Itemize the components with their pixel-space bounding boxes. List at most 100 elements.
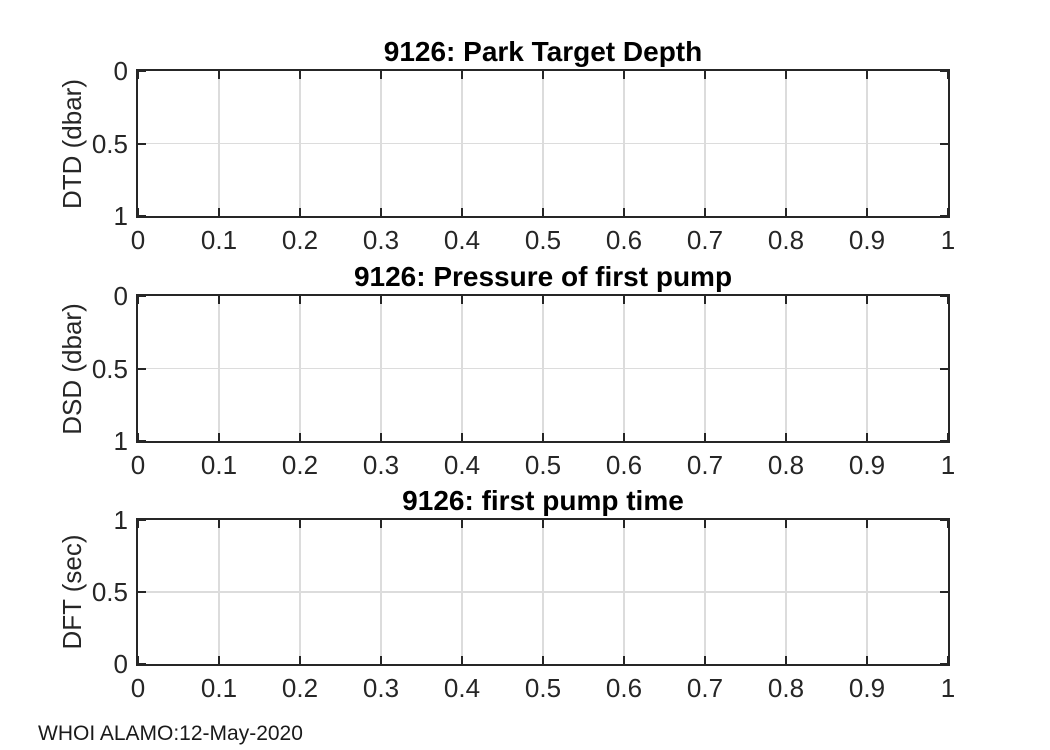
x-tick-label: 0 — [130, 450, 146, 480]
tick-mark-x-top — [947, 296, 949, 304]
tick-mark-x-bottom — [623, 433, 625, 441]
tick-mark-x-top — [866, 296, 868, 304]
tick-mark-x-bottom — [218, 433, 220, 441]
x-tick-label: 0.4 — [443, 673, 481, 703]
x-tick-label: 0.5 — [524, 673, 562, 703]
tick-mark-x-top — [785, 520, 787, 528]
x-tick-label: 0.3 — [362, 673, 400, 703]
tick-mark-x-top — [947, 520, 949, 528]
y-tick-label: 0 — [113, 649, 128, 679]
subplot-3-title: 9126: first pump time — [402, 485, 684, 516]
tick-mark-x-bottom — [137, 208, 139, 216]
subplot-2-plot-area — [136, 294, 950, 443]
y-tick-label: 0 — [113, 56, 128, 86]
tick-mark-x-top — [785, 296, 787, 304]
x-tick-label: 1 — [940, 225, 956, 255]
tick-mark-x-top — [704, 71, 706, 79]
tick-mark-x-top — [380, 520, 382, 528]
tick-mark-y-left — [138, 519, 146, 521]
y-tick-label: 1 — [113, 505, 128, 535]
tick-mark-x-bottom — [785, 208, 787, 216]
tick-mark-x-top — [704, 520, 706, 528]
tick-mark-x-bottom — [947, 656, 949, 664]
x-tick-label: 0 — [130, 225, 146, 255]
tick-mark-x-top — [299, 71, 301, 79]
tick-mark-x-top — [947, 71, 949, 79]
tick-mark-x-bottom — [704, 208, 706, 216]
tick-mark-x-top — [461, 520, 463, 528]
tick-mark-y-right — [940, 519, 948, 521]
gridline-y — [138, 142, 948, 145]
tick-mark-x-top — [137, 520, 139, 528]
y-tick-label: 0 — [113, 281, 128, 311]
x-tick-label: 0.9 — [848, 673, 886, 703]
tick-mark-x-top — [461, 296, 463, 304]
x-tick-label: 0.6 — [605, 225, 643, 255]
tick-mark-x-bottom — [299, 208, 301, 216]
x-tick-label: 1 — [940, 673, 956, 703]
x-tick-label: 0.7 — [686, 673, 724, 703]
tick-mark-y-left — [138, 215, 146, 217]
tick-mark-x-top — [623, 71, 625, 79]
tick-mark-y-right — [940, 591, 948, 593]
tick-mark-x-top — [299, 296, 301, 304]
tick-mark-x-bottom — [785, 656, 787, 664]
tick-mark-y-left — [138, 440, 146, 442]
gridline-y — [138, 367, 948, 370]
x-tick-label: 0.3 — [362, 225, 400, 255]
tick-mark-x-bottom — [866, 208, 868, 216]
tick-mark-y-left — [138, 142, 146, 145]
tick-mark-x-top — [137, 296, 139, 304]
x-tick-label: 0.2 — [281, 450, 319, 480]
tick-mark-x-bottom — [542, 433, 544, 441]
tick-mark-y-right — [940, 215, 948, 217]
x-tick-label: 0.5 — [524, 225, 562, 255]
x-tick-label: 0.1 — [200, 225, 238, 255]
gridline-y — [138, 591, 948, 593]
tick-mark-y-left — [138, 295, 146, 297]
tick-mark-x-bottom — [380, 656, 382, 664]
tick-mark-x-top — [623, 296, 625, 304]
x-tick-label: 0.4 — [443, 450, 481, 480]
tick-mark-x-bottom — [137, 656, 139, 664]
x-tick-label: 0.6 — [605, 673, 643, 703]
tick-mark-x-top — [866, 520, 868, 528]
tick-mark-x-top — [218, 296, 220, 304]
tick-mark-y-left — [138, 663, 146, 665]
tick-mark-y-right — [940, 142, 948, 145]
x-tick-label: 1 — [940, 450, 956, 480]
x-tick-label: 0.9 — [848, 450, 886, 480]
tick-mark-x-top — [380, 296, 382, 304]
tick-mark-x-bottom — [461, 208, 463, 216]
x-tick-label: 0.9 — [848, 225, 886, 255]
subplot-3-plot-area — [136, 518, 950, 666]
tick-mark-y-left — [138, 70, 146, 72]
tick-mark-x-bottom — [866, 433, 868, 441]
x-tick-label: 0.7 — [686, 450, 724, 480]
tick-mark-x-top — [461, 71, 463, 79]
x-tick-label: 0.2 — [281, 673, 319, 703]
x-tick-label: 0.1 — [200, 673, 238, 703]
tick-mark-x-top — [542, 296, 544, 304]
tick-mark-x-top — [137, 71, 139, 79]
tick-mark-x-bottom — [542, 656, 544, 664]
x-tick-label: 0.7 — [686, 225, 724, 255]
tick-mark-y-left — [138, 367, 146, 370]
tick-mark-x-bottom — [704, 433, 706, 441]
y-tick-label: 0.5 — [91, 353, 128, 384]
y-tick-label: 0.5 — [91, 577, 128, 607]
tick-mark-x-bottom — [947, 433, 949, 441]
x-tick-label: 0.2 — [281, 225, 319, 255]
tick-mark-x-top — [380, 71, 382, 79]
tick-mark-x-top — [623, 520, 625, 528]
tick-mark-x-top — [218, 71, 220, 79]
tick-mark-x-bottom — [542, 208, 544, 216]
tick-mark-x-bottom — [623, 208, 625, 216]
tick-mark-x-bottom — [947, 208, 949, 216]
tick-mark-x-top — [785, 71, 787, 79]
y-tick-label: 1 — [113, 201, 128, 231]
x-tick-label: 0.8 — [767, 225, 805, 255]
tick-mark-x-top — [542, 520, 544, 528]
tick-mark-x-bottom — [785, 433, 787, 441]
